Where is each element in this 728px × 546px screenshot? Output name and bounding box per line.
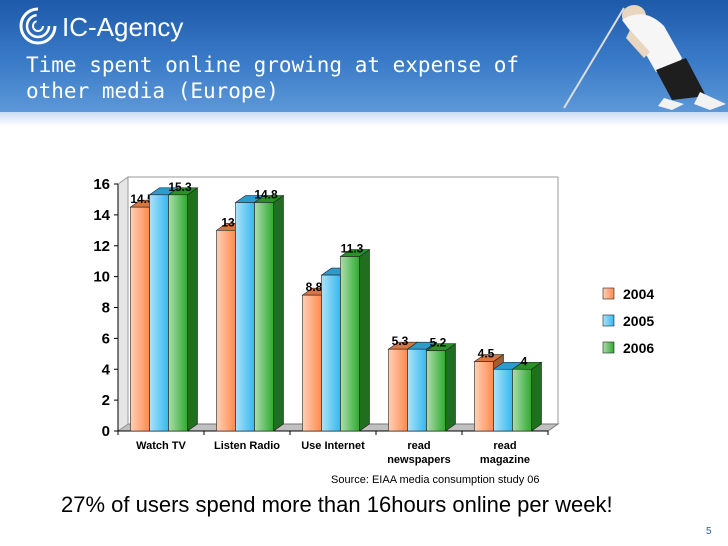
bar-2005-4 xyxy=(493,368,513,432)
legend-label-2006: 2006 xyxy=(623,340,654,356)
x-category-label: newspapers xyxy=(387,454,451,466)
header-fade xyxy=(0,112,728,126)
key-takeaway: 27% of users spend more than 16hours onl… xyxy=(61,492,613,517)
x-category-label: Watch TV xyxy=(136,440,186,452)
bar-2006-2 xyxy=(340,256,360,432)
data-label: 8.8 xyxy=(306,280,323,294)
bar-2005-0 xyxy=(149,194,169,432)
chart-source: Source: EIAA media consumption study 06 xyxy=(331,474,540,486)
y-tick-label: 2 xyxy=(102,392,110,409)
x-category-label: read xyxy=(493,440,516,452)
legend-swatch-2004 xyxy=(602,287,615,300)
title-line-1: Time spent online growing at expense of xyxy=(26,53,520,77)
y-tick-label: 16 xyxy=(93,176,110,193)
bar-2006-3 xyxy=(426,350,446,432)
y-tick-label: 8 xyxy=(102,300,110,317)
page-number: 5 xyxy=(706,526,712,537)
bar-2006-4 xyxy=(512,368,532,432)
golfer-photo xyxy=(563,5,726,110)
data-label: 5.2 xyxy=(430,336,447,350)
x-category-label: Listen Radio xyxy=(214,440,280,452)
bar-side xyxy=(359,248,370,432)
data-label: 11.3 xyxy=(341,242,364,256)
bar-side xyxy=(531,361,542,432)
legend-label-2005: 2005 xyxy=(623,313,654,329)
bar-2004-3 xyxy=(388,348,408,432)
data-label: 4.5 xyxy=(478,347,495,361)
data-label: 5.3 xyxy=(392,334,409,348)
header-banner xyxy=(0,0,728,112)
bar-side xyxy=(187,187,198,432)
bar-2004-1 xyxy=(216,230,236,432)
data-label: 4 xyxy=(521,354,528,368)
bar-2004-4 xyxy=(474,361,494,432)
y-tick-label: 0 xyxy=(102,423,110,440)
data-label: 14.8 xyxy=(254,188,278,202)
bar-side xyxy=(445,343,456,432)
legend-swatch-2006 xyxy=(602,341,615,354)
x-category-label: Use Internet xyxy=(301,440,365,452)
y-tick-label: 14 xyxy=(93,207,110,224)
bar-2006-1 xyxy=(254,202,274,432)
y-tick-label: 10 xyxy=(93,269,110,286)
brand-name: IC-Agency xyxy=(62,12,184,42)
bar-2004-2 xyxy=(302,294,322,432)
x-category-label: magazine xyxy=(480,454,530,466)
y-tick-label: 12 xyxy=(93,238,110,255)
title-line-2: other media (Europe) xyxy=(26,79,279,103)
bar-2005-1 xyxy=(235,202,255,432)
data-label: 14.5 xyxy=(130,192,154,206)
legend-swatch-2005 xyxy=(602,314,615,327)
x-category-label: read xyxy=(407,440,430,452)
bar-2005-3 xyxy=(407,348,427,432)
y-tick-label: 6 xyxy=(102,330,110,347)
bar-2006-0 xyxy=(168,194,188,432)
chart-side-wall xyxy=(117,176,129,432)
bar-side xyxy=(273,194,284,432)
data-label: 13 xyxy=(221,215,235,229)
data-label: 15.3 xyxy=(168,180,192,194)
y-tick-label: 4 xyxy=(102,361,111,378)
brand-logo-icon xyxy=(19,7,57,45)
page-title: Time spent online growing at expense of … xyxy=(26,52,566,104)
bar-2004-0 xyxy=(130,206,150,432)
bar-2005-2 xyxy=(321,274,341,432)
legend-label-2004: 2004 xyxy=(623,286,654,302)
